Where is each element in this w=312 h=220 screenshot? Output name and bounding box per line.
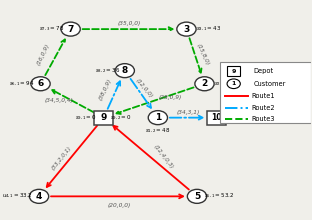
Text: $u_{4,1}=33.2$: $u_{4,1}=33.2$ — [2, 192, 33, 200]
Text: (34,5,0,4): (34,5,0,4) — [44, 98, 73, 103]
Text: (38,0,9): (38,0,9) — [98, 78, 112, 101]
Text: $s_{6,1}=94$: $s_{6,1}=94$ — [9, 80, 35, 88]
Text: (34,3,1): (34,3,1) — [176, 110, 200, 115]
Text: 9: 9 — [100, 113, 107, 122]
Text: $s_{3,1}=43$: $s_{3,1}=43$ — [196, 25, 221, 33]
Text: 10: 10 — [211, 113, 222, 122]
Text: $s_{1,2}=48$: $s_{1,2}=48$ — [145, 127, 170, 135]
FancyBboxPatch shape — [94, 111, 113, 125]
Text: 4: 4 — [36, 192, 42, 201]
Text: $s_{8,2}=36$: $s_{8,2}=36$ — [95, 66, 120, 75]
Circle shape — [187, 189, 207, 203]
Text: 2: 2 — [201, 79, 207, 88]
Text: 7: 7 — [67, 25, 74, 34]
Text: (15,8,0): (15,8,0) — [196, 43, 210, 66]
Text: $s_{2,1}=28$: $s_{2,1}=28$ — [213, 80, 239, 88]
Circle shape — [61, 22, 80, 36]
Text: 1: 1 — [232, 81, 236, 86]
Text: 3: 3 — [183, 25, 190, 34]
Text: $s_{7,3}=78$: $s_{7,3}=78$ — [39, 25, 65, 33]
Text: Route1: Route1 — [251, 93, 275, 99]
Text: (12,4,0,3): (12,4,0,3) — [153, 144, 175, 170]
Text: (28,0,9): (28,0,9) — [158, 95, 182, 101]
Text: (20,0,0): (20,0,0) — [107, 203, 130, 208]
FancyBboxPatch shape — [207, 111, 226, 125]
FancyBboxPatch shape — [220, 62, 311, 123]
Text: Route2: Route2 — [251, 104, 275, 111]
Circle shape — [115, 64, 134, 78]
Text: Customer: Customer — [253, 81, 285, 87]
Text: Route3: Route3 — [251, 116, 275, 122]
Text: 9: 9 — [232, 69, 236, 74]
Circle shape — [227, 79, 240, 89]
Circle shape — [177, 22, 196, 36]
Text: $s_{5,1}=53.2$: $s_{5,1}=53.2$ — [204, 192, 234, 200]
Text: $s_{10,2}=0$: $s_{10,2}=0$ — [227, 114, 251, 122]
Text: (12,0,0): (12,0,0) — [135, 78, 154, 99]
FancyBboxPatch shape — [227, 66, 240, 76]
Text: 5: 5 — [194, 192, 200, 201]
Circle shape — [148, 111, 168, 125]
Text: $s_{9,1}=0$: $s_{9,1}=0$ — [76, 114, 97, 122]
Text: 8: 8 — [122, 66, 128, 75]
Circle shape — [29, 189, 49, 203]
Text: Depot: Depot — [253, 68, 273, 74]
Text: (16,0,9): (16,0,9) — [36, 43, 50, 66]
Text: 6: 6 — [37, 79, 44, 88]
Text: (35,0,0): (35,0,0) — [117, 21, 140, 26]
Circle shape — [195, 77, 214, 91]
Circle shape — [31, 77, 50, 91]
Text: 1: 1 — [155, 113, 161, 122]
Text: $s_{9,2}=0$: $s_{9,2}=0$ — [110, 114, 132, 122]
Text: (33,2,0,1): (33,2,0,1) — [51, 145, 72, 171]
